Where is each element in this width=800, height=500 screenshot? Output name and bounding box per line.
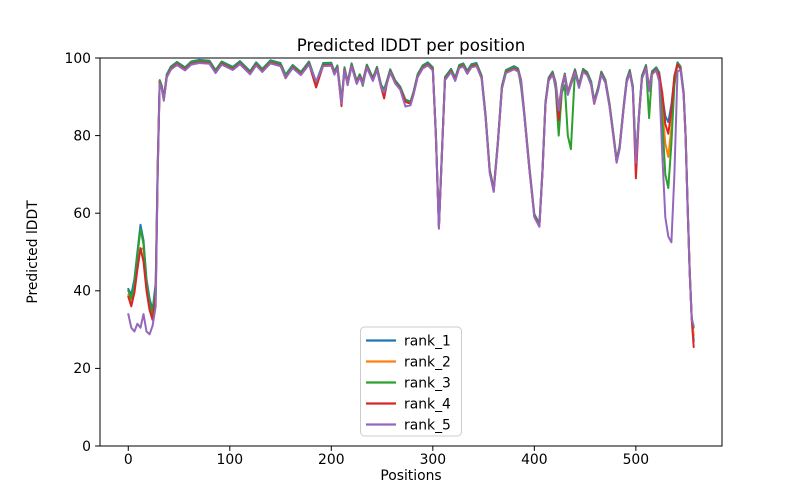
axis-ticks: 0 100 200 300 400 500 0 20 40 60 80 100 (64, 51, 649, 468)
legend-label-rank_4: rank_4 (404, 396, 451, 412)
legend-box (360, 326, 462, 437)
legend: rank_1 rank_2 rank_3 rank_4 rank_5 (360, 326, 462, 437)
legend-label-rank_1: rank_1 (404, 333, 451, 349)
chart-title: Predicted lDDT per position (297, 35, 526, 55)
legend-label-rank_5: rank_5 (404, 417, 451, 433)
y-tick-label: 60 (73, 206, 91, 222)
plot-border (99, 57, 723, 447)
legend-label-rank_2: rank_2 (404, 354, 451, 370)
y-tick-label: 20 (73, 361, 91, 377)
y-tick-label: 40 (73, 284, 91, 300)
y-tick-label: 80 (73, 128, 91, 144)
x-axis-label: Positions (380, 468, 441, 484)
x-tick-label: 400 (521, 452, 548, 468)
y-tick-label: 0 (82, 439, 91, 455)
x-tick-label: 0 (124, 452, 133, 468)
y-axis-label: Predicted lDDT (25, 200, 41, 304)
x-tick-label: 200 (318, 452, 345, 468)
x-tick-label: 500 (623, 452, 650, 468)
series-line-rank_5 (127, 62, 695, 336)
series-lines (127, 58, 695, 349)
x-tick-label: 100 (217, 452, 244, 468)
legend-label-rank_3: rank_3 (404, 375, 451, 391)
x-tick-label: 300 (420, 452, 447, 468)
y-tick-label: 100 (64, 51, 91, 67)
